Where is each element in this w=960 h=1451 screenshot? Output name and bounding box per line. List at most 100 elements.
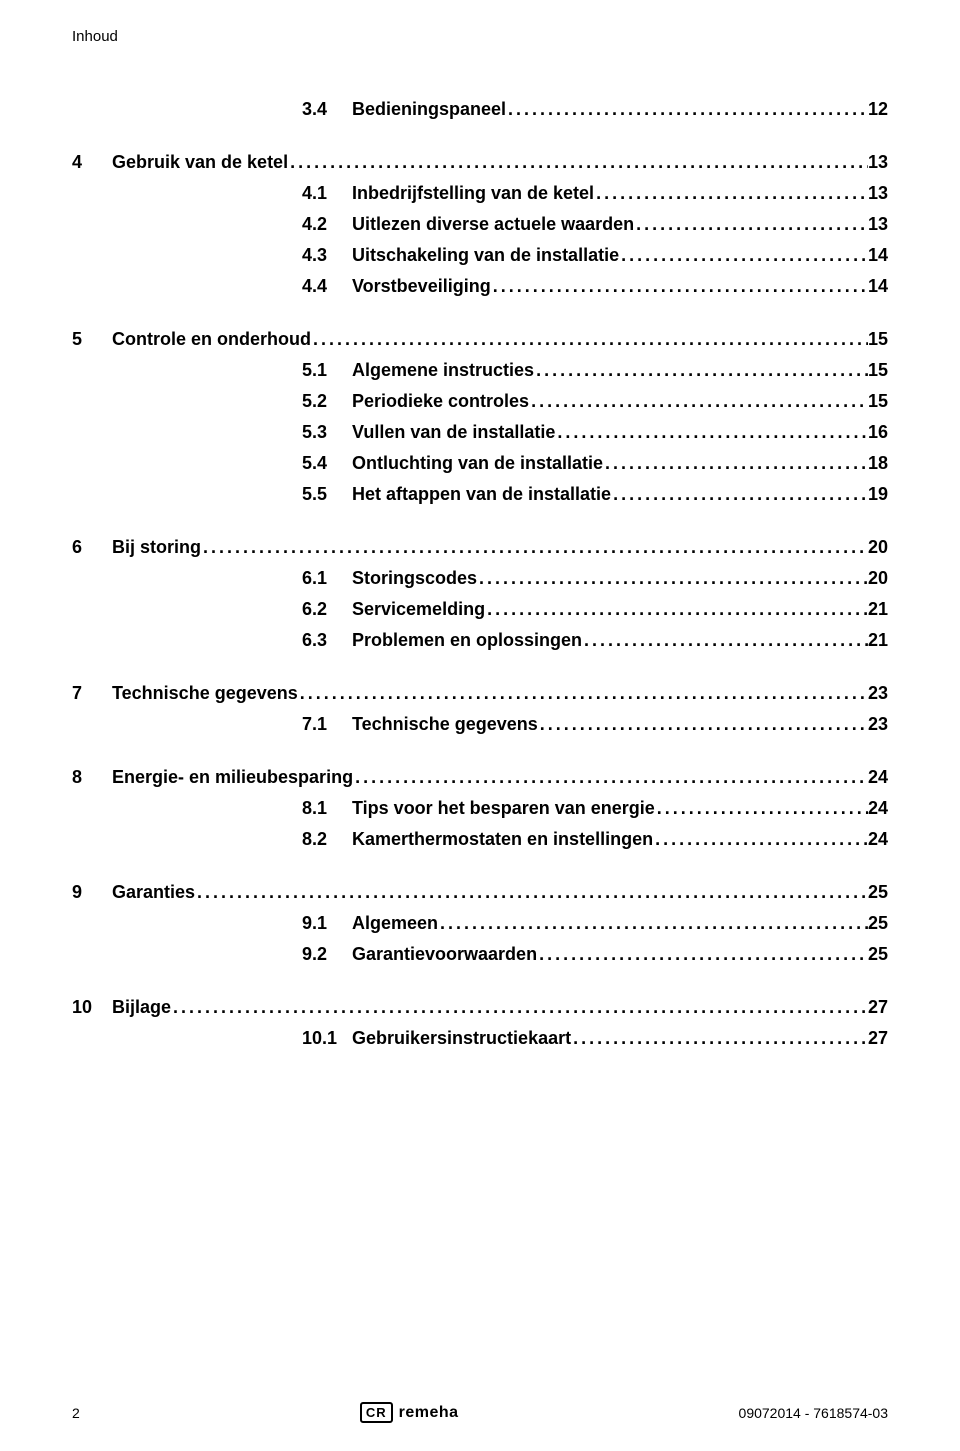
toc-leader-dots: ........................................…	[555, 422, 868, 443]
toc-leader-dots: ........................................…	[298, 683, 868, 704]
toc-leader-dots: ........................................…	[534, 360, 868, 381]
toc-entry-level2: 5.5Het aftappen van de installatie......…	[72, 484, 888, 505]
toc-entry-number: 5.5	[302, 484, 352, 505]
toc-entry-level2: 5.1Algemene instructies.................…	[72, 360, 888, 381]
toc-entry-page: 20	[868, 568, 888, 589]
toc-entry-number: 4.4	[302, 276, 352, 297]
toc-leader-dots: ........................................…	[571, 1028, 868, 1049]
toc-leader-dots: ........................................…	[171, 997, 868, 1018]
toc-entry-title: Bijlage	[112, 997, 171, 1018]
toc-entry-title: Algemene instructies	[352, 360, 534, 381]
toc-leader-dots: ........................................…	[491, 276, 868, 297]
toc-entry-level2: 10.1Gebruikersinstructiekaart...........…	[72, 1028, 888, 1049]
toc-entry-page: 13	[868, 214, 888, 235]
toc-entry-level1: 10Bijlage...............................…	[72, 997, 888, 1018]
toc-entry-page: 27	[868, 1028, 888, 1049]
toc-entry-page: 16	[868, 422, 888, 443]
toc-entry-page: 21	[868, 599, 888, 620]
toc-leader-dots: ........................................…	[611, 484, 868, 505]
toc-entry-page: 25	[868, 944, 888, 965]
toc-leader-dots: ........................................…	[634, 214, 868, 235]
toc-entry-number: 9.2	[302, 944, 352, 965]
toc-entry-level2: 9.2Garantievoorwaarden..................…	[72, 944, 888, 965]
toc-entry-number: 3.4	[302, 99, 352, 120]
toc-entry-level2: 4.2Uitlezen diverse actuele waarden.....…	[72, 214, 888, 235]
toc-entry-page: 23	[868, 683, 888, 704]
toc-entry-title: Controle en onderhoud	[112, 329, 311, 350]
toc-entry-title: Gebruikersinstructiekaart	[352, 1028, 571, 1049]
toc-entry-title: Vorstbeveiliging	[352, 276, 491, 297]
footer-page-number: 2	[72, 1405, 80, 1421]
toc-entry-page: 19	[868, 484, 888, 505]
toc-entry-page: 12	[868, 99, 888, 120]
logo-text: remeha	[399, 1404, 459, 1422]
toc-leader-dots: ........................................…	[655, 798, 868, 819]
page-header-title: Inhoud	[72, 28, 888, 45]
toc-leader-dots: ........................................…	[477, 568, 868, 589]
toc-entry-title: Periodieke controles	[352, 391, 529, 412]
toc-entry-title: Storingscodes	[352, 568, 477, 589]
toc-leader-dots: ........................................…	[619, 245, 868, 266]
toc-entry-level2: 8.2Kamerthermostaten en instellingen....…	[72, 829, 888, 850]
toc-entry-page: 25	[868, 882, 888, 903]
toc-entry-page: 14	[868, 245, 888, 266]
toc-entry-number: 9.1	[302, 913, 352, 934]
toc-entry-number: 8	[72, 767, 112, 788]
toc-entry-title: Bedieningspaneel	[352, 99, 506, 120]
toc-entry-number: 5.2	[302, 391, 352, 412]
toc-entry-level2: 8.1Tips voor het besparen van energie...…	[72, 798, 888, 819]
toc-entry-title: Ontluchting van de installatie	[352, 453, 603, 474]
toc-leader-dots: ........................................…	[594, 183, 868, 204]
toc-entry-page: 13	[868, 183, 888, 204]
toc-entry-title: Servicemelding	[352, 599, 485, 620]
toc-entry-page: 15	[868, 329, 888, 350]
toc-entry-page: 24	[868, 767, 888, 788]
toc-entry-title: Technische gegevens	[112, 683, 298, 704]
toc-entry-level1: 8Energie- en milieubesparing............…	[72, 767, 888, 788]
toc-entry-number: 4	[72, 152, 112, 173]
toc-entry-number: 5.3	[302, 422, 352, 443]
toc-entry-page: 21	[868, 630, 888, 651]
toc-entry-number: 10	[72, 997, 112, 1018]
toc-entry-level2: 6.3Problemen en oplossingen.............…	[72, 630, 888, 651]
toc-entry-level2: 9.1Algemeen.............................…	[72, 913, 888, 934]
toc-entry-level1: 9Garanties..............................…	[72, 882, 888, 903]
toc-entry-level2: 4.4Vorstbeveiliging.....................…	[72, 276, 888, 297]
toc-entry-number: 5	[72, 329, 112, 350]
toc-entry-title: Energie- en milieubesparing	[112, 767, 353, 788]
toc-leader-dots: ........................................…	[353, 767, 868, 788]
toc-entry-title: Algemeen	[352, 913, 438, 934]
toc-entry-number: 9	[72, 882, 112, 903]
toc-entry-level2: 5.2Periodieke controles.................…	[72, 391, 888, 412]
toc-leader-dots: ........................................…	[582, 630, 868, 651]
toc-entry-page: 15	[868, 360, 888, 381]
toc-leader-dots: ........................................…	[653, 829, 868, 850]
toc-entry-level1: 6Bij storing............................…	[72, 537, 888, 558]
footer-logo: CR remeha	[360, 1402, 459, 1423]
toc-entry-level2: 5.3Vullen van de installatie............…	[72, 422, 888, 443]
toc-entry-number: 4.2	[302, 214, 352, 235]
toc-entry-level1: 4Gebruik van de ketel...................…	[72, 152, 888, 173]
toc-leader-dots: ........................................…	[311, 329, 868, 350]
logo-badge: CR	[360, 1402, 393, 1423]
toc-leader-dots: ........................................…	[195, 882, 868, 903]
toc-leader-dots: ........................................…	[603, 453, 868, 474]
toc-entry-title: Gebruik van de ketel	[112, 152, 288, 173]
toc-leader-dots: ........................................…	[506, 99, 868, 120]
toc-entry-number: 7.1	[302, 714, 352, 735]
toc-entry-number: 8.2	[302, 829, 352, 850]
toc-entry-title: Technische gegevens	[352, 714, 538, 735]
toc-leader-dots: ........................................…	[485, 599, 868, 620]
toc-entry-title: Garanties	[112, 882, 195, 903]
toc-entry-title: Uitschakeling van de installatie	[352, 245, 619, 266]
toc-leader-dots: ........................................…	[538, 714, 868, 735]
toc-entry-level2: 6.2Servicemelding.......................…	[72, 599, 888, 620]
toc-entry-level2: 4.1Inbedrijfstelling van de ketel.......…	[72, 183, 888, 204]
toc-entry-number: 7	[72, 683, 112, 704]
toc-entry-page: 24	[868, 798, 888, 819]
toc-entry-page: 25	[868, 913, 888, 934]
toc-leader-dots: ........................................…	[438, 913, 868, 934]
toc-entry-title: Kamerthermostaten en instellingen	[352, 829, 653, 850]
toc-entry-title: Bij storing	[112, 537, 201, 558]
toc-entry-title: Inbedrijfstelling van de ketel	[352, 183, 594, 204]
